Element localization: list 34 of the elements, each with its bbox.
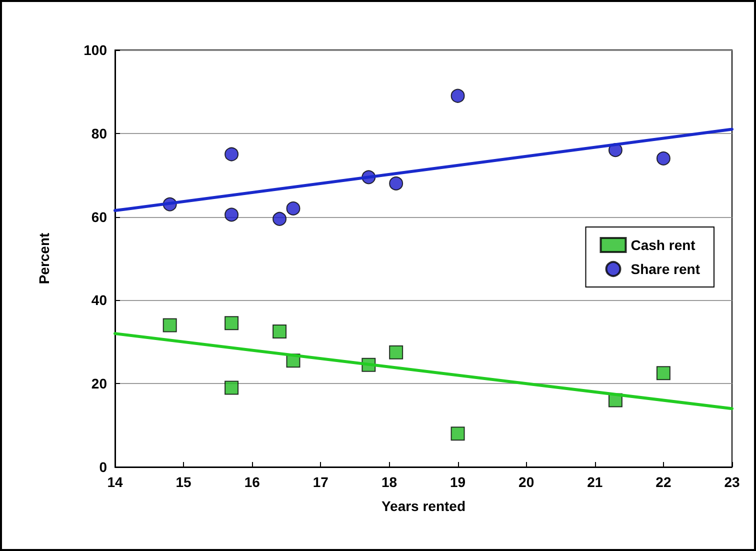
x-tick-label: 21 [587,474,603,490]
x-tick-label: 16 [244,474,260,490]
x-tick-label: 14 [107,474,123,490]
legend-label: Cash rent [630,237,696,253]
point [450,88,465,103]
x-tick-label: 23 [724,474,740,490]
y-tick-label: 20 [91,376,108,392]
y-tick-label: 60 [91,208,108,225]
x-tick-label: 17 [312,474,329,490]
point [224,208,239,222]
y-tick-label: 80 [91,125,108,142]
y-axis-title: Percent [36,232,52,284]
y-tick-label: 0 [99,459,108,475]
point [272,212,287,226]
x-tick-label: 22 [656,474,672,490]
legend-label: Share rent [630,261,700,277]
point [224,316,239,330]
point [389,176,404,190]
x-tick-label: 15 [176,474,192,490]
point [272,324,287,338]
point [162,318,177,332]
x-tick-label: 19 [450,474,466,490]
point [224,380,239,395]
point [224,147,239,162]
point [656,151,670,166]
point [450,426,465,441]
x-axis-title: Years rented [381,498,466,514]
point [656,366,670,380]
y-tick-label: 100 [84,42,108,58]
x-tick-label: 20 [518,474,534,490]
point [389,345,404,360]
y-tick-label: 40 [91,292,108,308]
x-tick-label: 18 [381,474,398,490]
point [286,201,300,216]
